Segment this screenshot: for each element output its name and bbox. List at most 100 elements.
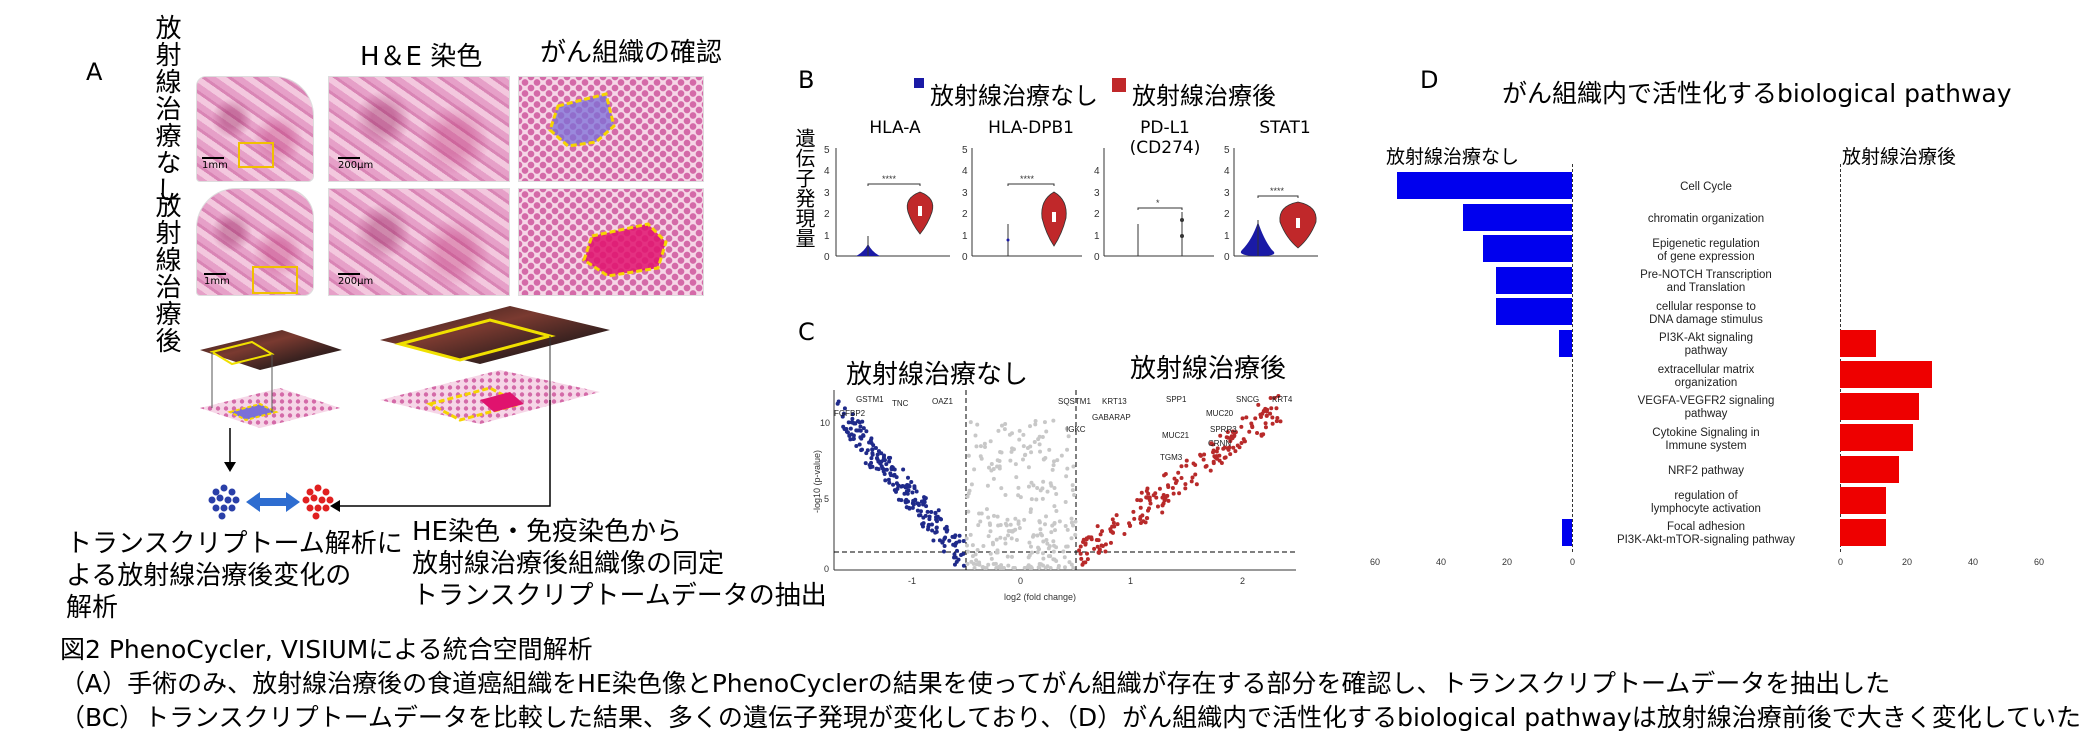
scale-bar-1mm-1: 1mm [202,157,228,171]
volcano-point [918,509,923,514]
volcano-point [1021,432,1026,437]
volcano-point [1189,479,1194,484]
pathway-label: regulation of lymphocyte activation [1651,489,1761,515]
volcano-point [961,539,966,544]
volcano-point [940,539,945,544]
volcano-point [873,446,878,451]
ytick: 2 [1224,209,1230,220]
volcano-point [1176,470,1181,475]
volcano-point [1217,453,1222,458]
volcano-point [1079,556,1084,561]
volcano-point [1122,531,1127,536]
bar-after [1840,487,1887,514]
volcano-point [1017,437,1022,442]
volcano-point [1017,428,1022,433]
bar-after [1840,392,1920,420]
volcano-point [941,549,946,554]
volcano-point [985,483,990,488]
volcano-point [930,528,935,533]
volcano-point [1003,541,1008,546]
volcano-point [861,433,866,438]
volcano-point [1064,544,1069,549]
volcano-point [1112,524,1117,529]
volcano-point [1052,504,1057,509]
volcano-point [1022,566,1027,570]
volcano-point [1052,543,1057,548]
volcano-point [1010,446,1015,451]
volcano-point [1115,522,1120,527]
volcano-point [1063,500,1068,505]
volcano-point [1022,517,1027,522]
pathway-label: Pre-NOTCH Transcription and Translation [1640,269,1772,294]
volcano-point [1016,493,1021,498]
volcano-point [1098,532,1103,537]
volcano-point [864,451,869,456]
volcano-point [1138,505,1143,510]
volcano-point [1177,491,1182,496]
sig-label: * [1156,198,1160,208]
volcano-point [1139,490,1144,495]
he-image-2 [328,188,510,296]
volcano-point [1049,483,1054,488]
volcano-point [1065,466,1070,471]
volcano-point [864,429,869,434]
volcano-point [957,533,962,538]
xtick: 1 [1128,576,1133,586]
volcano-point [1179,475,1184,480]
volcano-point [860,419,865,424]
gene-label: SPRR3 [1210,425,1237,434]
volcano-point [921,502,926,507]
volcano-point [1198,453,1203,458]
volcano-point [1053,528,1058,533]
volcano-point [904,497,909,502]
volcano-point [1214,449,1219,454]
volcano-point [965,549,970,554]
ytick: 0 [824,252,830,263]
volcano-point [1131,509,1136,514]
volcano-point [986,534,991,539]
volcano-point [1038,449,1043,454]
volcano-point [929,510,934,515]
volcano-point [887,459,892,464]
xtick: 0 [1838,557,1844,567]
violin-hla-dpb1-none [1006,224,1010,256]
volcano-point [974,444,979,449]
tumor-outline-1 [548,92,616,148]
volcano-point [909,480,914,485]
pathway-bar-chart: Cell Cycle chromatin organization Epigenet… [1360,160,2060,560]
volcano-point [934,529,939,534]
volcano-point [972,566,977,570]
volcano-point [1037,547,1042,552]
volcano-point [1108,540,1113,545]
volcano-point [1109,529,1114,534]
volcano-point [851,433,856,438]
volcano-point [1255,430,1260,435]
volcano-point [1065,527,1070,532]
volcano-point [986,465,991,470]
volcano-point [1064,426,1069,431]
volcano-point [1144,495,1149,500]
volcano-point [884,467,889,472]
volcano-point [1144,488,1149,493]
volcano-point [1231,445,1236,450]
ytick: 0 [824,564,829,574]
volcano-point [1249,421,1254,426]
volcano-point [1111,520,1116,525]
volcano-point [1045,489,1050,494]
volcano-point [929,522,934,527]
gene-label: MUC20 [1206,409,1234,418]
volcano-point [1055,458,1060,463]
volcano-point [1049,530,1054,535]
volcano-point [1051,549,1056,554]
violin-axis-4 [1233,148,1318,257]
ytick: 5 [1224,145,1230,156]
volcano-point [961,563,966,568]
volcano-point [1071,464,1076,469]
volcano-point [1064,474,1069,479]
volcano-point [1147,506,1152,511]
volcano-point [970,554,975,559]
volcano-point [964,543,969,548]
tissue-overview-2 [196,188,314,296]
pathway-label: PI3K-Akt signaling pathway [1659,332,1753,357]
volcano-point [1008,522,1013,527]
